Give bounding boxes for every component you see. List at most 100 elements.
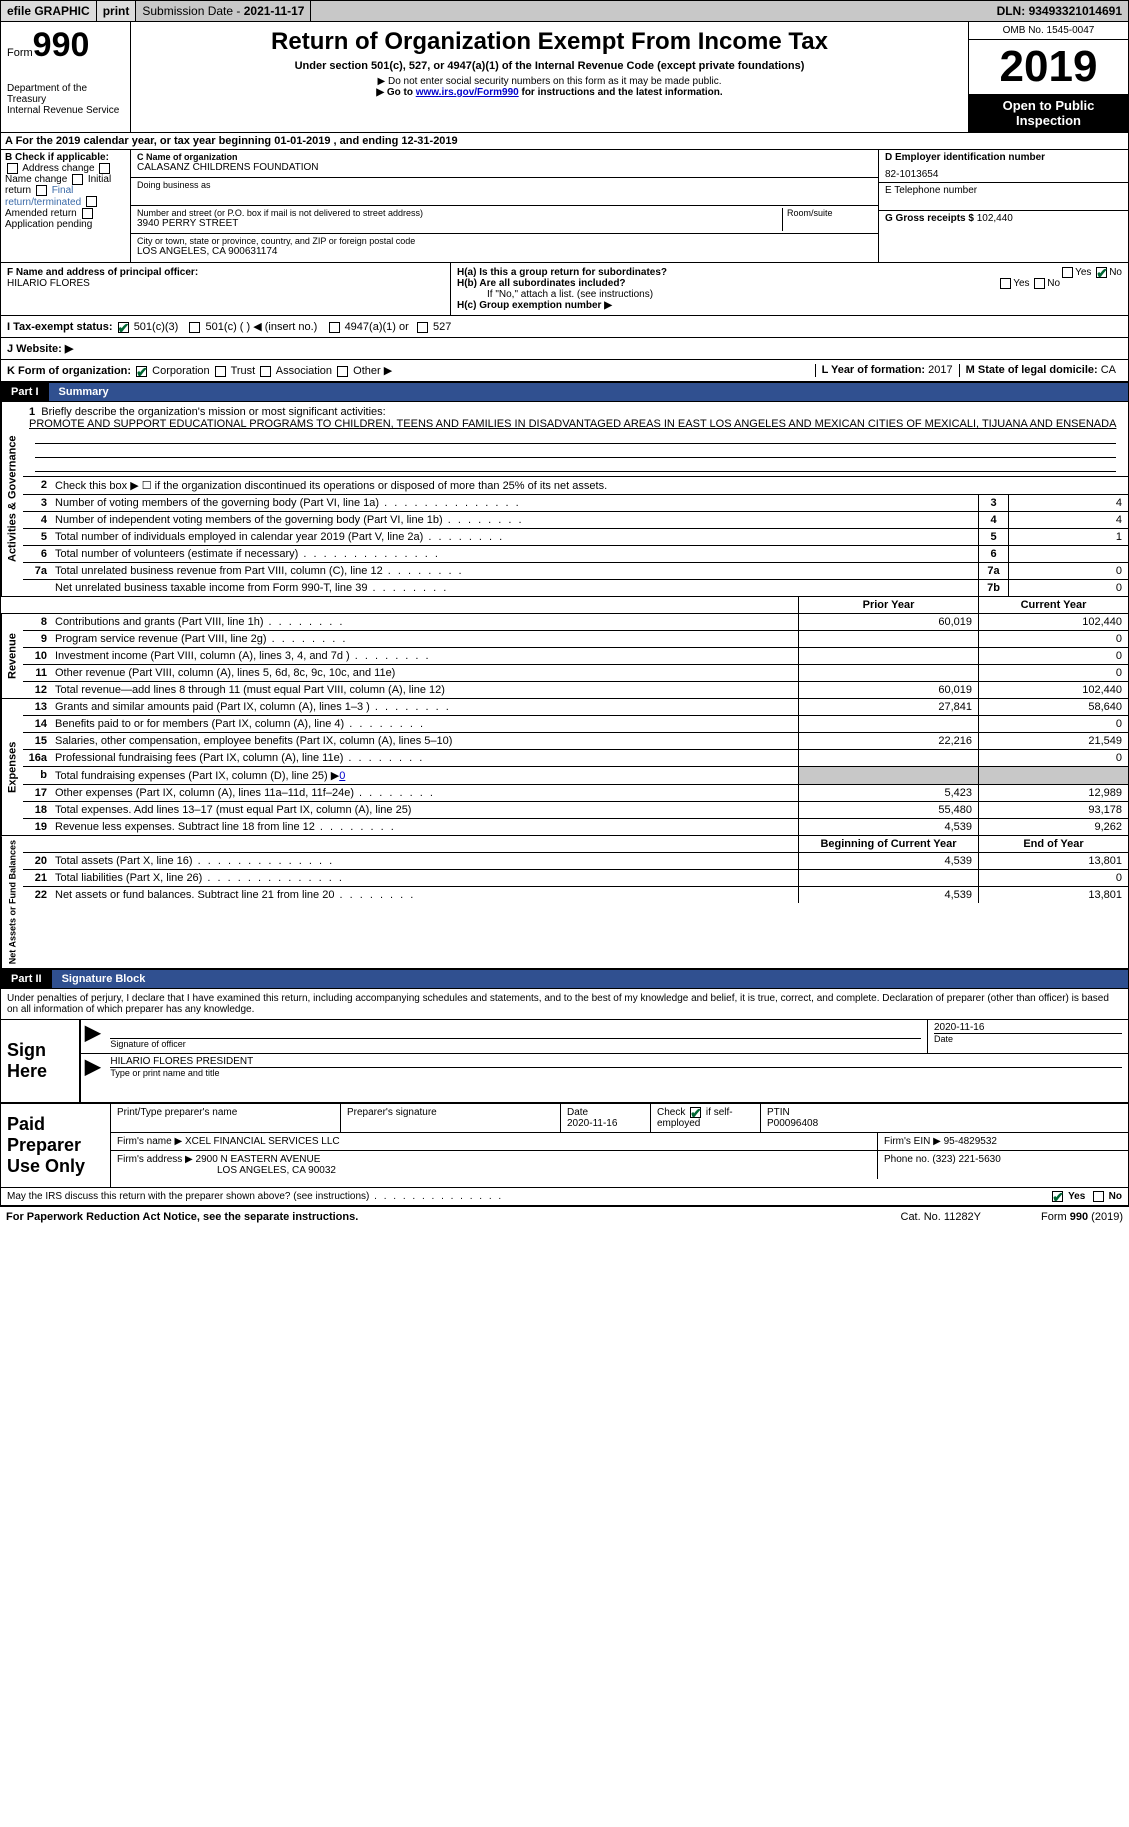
chk-527[interactable] — [417, 322, 428, 333]
period-end: 12-31-2019 — [401, 135, 457, 147]
efile-graphic-button[interactable]: efile GRAPHIC — [1, 1, 97, 21]
line-16a: 16aProfessional fundraising fees (Part I… — [23, 749, 1128, 766]
goto-link-line: ▶ Go to www.irs.gov/Form990 for instruct… — [137, 87, 962, 98]
firm-ein-label: Firm's EIN ▶ — [884, 1136, 944, 1147]
yes-lbl: Yes — [1075, 267, 1091, 278]
chk-4947[interactable] — [329, 322, 340, 333]
l20c: 13,801 — [978, 853, 1128, 869]
l7bbn: 7b — [978, 580, 1008, 596]
line-5: 5 Total number of individuals employed i… — [23, 528, 1128, 545]
ha-no[interactable] — [1096, 267, 1107, 278]
box-deg: D Employer identification number 82-1013… — [878, 150, 1128, 262]
dba-label: Doing business as — [137, 180, 872, 190]
l11p — [798, 665, 978, 681]
period-text: A For the 2019 calendar year, or tax yea… — [1, 133, 462, 149]
print-button[interactable]: print — [97, 1, 137, 21]
begin-hdr: Beginning of Current Year — [798, 836, 978, 852]
line-9: 9Program service revenue (Part VIII, lin… — [23, 630, 1128, 647]
mission-label: Briefly describe the organization's miss… — [41, 406, 385, 418]
l3t: Number of voting members of the governin… — [51, 495, 978, 511]
l15p: 22,216 — [798, 733, 978, 749]
preparer-label: Paid Preparer Use Only — [1, 1104, 111, 1187]
chk-trust[interactable] — [215, 366, 226, 377]
hb-row: H(b) Are all subordinates included? Yes … — [457, 278, 1122, 289]
prep-h4a: Check — [657, 1107, 685, 1118]
prior-year-hdr: Prior Year — [798, 597, 978, 613]
prep-h3: Date — [567, 1107, 588, 1118]
firm-phone: (323) 221-5630 — [932, 1154, 1000, 1165]
l11t: Other revenue (Part VIII, column (A), li… — [51, 665, 798, 681]
gov-body: 1 Briefly describe the organization's mi… — [23, 402, 1128, 596]
l7bn-n — [23, 580, 51, 596]
discuss-yes[interactable] — [1052, 1191, 1063, 1202]
gov-tab: Activities & Governance — [1, 402, 23, 596]
l2t: Check this box ▶ ☐ if the organization d… — [51, 477, 1128, 494]
l22n: 22 — [23, 887, 51, 903]
tax-exempt-label: I Tax-exempt status: — [7, 321, 113, 333]
ha-yes[interactable] — [1062, 267, 1073, 278]
hb-no[interactable] — [1034, 278, 1045, 289]
chk-501c[interactable] — [189, 322, 200, 333]
l19c: 9,262 — [978, 819, 1128, 835]
blank-n — [23, 597, 51, 613]
chk-assoc[interactable] — [260, 366, 271, 377]
line-2: 2 Check this box ▶ ☐ if the organization… — [23, 476, 1128, 494]
chk-corp[interactable] — [136, 366, 147, 377]
ul3 — [35, 458, 1116, 472]
form-ref-num: 990 — [1070, 1211, 1088, 1223]
nht — [51, 836, 798, 852]
ul2 — [35, 444, 1116, 458]
header-left: Form990 Department of the Treasury Inter… — [1, 22, 131, 132]
l14n: 14 — [23, 716, 51, 732]
chk-name-lbl: Name change — [5, 174, 67, 185]
l21t: Total liabilities (Part X, line 26) — [51, 870, 798, 886]
firm-phone-label: Phone no. — [884, 1154, 932, 1165]
gov-section: Activities & Governance 1 Briefly descri… — [0, 402, 1129, 597]
l16b-link[interactable]: 0 — [339, 770, 345, 782]
rev-tab: Revenue — [1, 614, 23, 698]
cat-no: Cat. No. 11282Y — [901, 1211, 982, 1223]
form-ref: Form 990 (2019) — [1041, 1211, 1123, 1223]
line-13: 13Grants and similar amounts paid (Part … — [23, 699, 1128, 715]
irs-label: Internal Revenue Service — [7, 105, 124, 116]
l6t: Total number of volunteers (estimate if … — [51, 546, 978, 562]
discuss-no[interactable] — [1093, 1191, 1104, 1202]
chk-address[interactable]: Address change — [5, 163, 95, 174]
box-lm: L Year of formation: 2017 M State of leg… — [815, 364, 1122, 377]
l8n: 8 — [23, 614, 51, 630]
goto-post: for instructions and the latest informat… — [519, 87, 723, 98]
chk-other[interactable] — [337, 366, 348, 377]
footer: For Paperwork Reduction Act Notice, see … — [0, 1206, 1129, 1227]
chk-self-emp[interactable] — [690, 1107, 701, 1118]
firm-label: Firm's name ▶ — [117, 1136, 185, 1147]
spacer — [311, 8, 990, 14]
ha-label: H(a) Is this a group return for subordin… — [457, 267, 667, 278]
irs-link[interactable]: www.irs.gov/Form990 — [416, 87, 519, 98]
line-21: 21Total liabilities (Part X, line 26)0 — [23, 869, 1128, 886]
hb-yes[interactable] — [1000, 278, 1011, 289]
info-grid: B Check if applicable: Address change Na… — [0, 150, 1129, 263]
submission-date-label: Submission Date - — [142, 4, 243, 18]
l13c: 58,640 — [978, 699, 1128, 715]
line-17: 17Other expenses (Part IX, column (A), l… — [23, 784, 1128, 801]
domicile-label: M State of legal domicile: — [966, 364, 1101, 376]
year-form-value: 2017 — [928, 364, 952, 376]
submission-date-value: 2021-11-17 — [244, 4, 305, 18]
l17p: 5,423 — [798, 785, 978, 801]
l9p — [798, 631, 978, 647]
ein-label: D Employer identification number — [885, 152, 1045, 163]
chk-501c3[interactable] — [118, 322, 129, 333]
sig-date-label: Date — [934, 1033, 1122, 1044]
l17c: 12,989 — [978, 785, 1128, 801]
goto-pre: ▶ Go to — [376, 87, 415, 98]
website-label: J Website: ▶ — [7, 343, 73, 355]
l15c: 21,549 — [978, 733, 1128, 749]
line-22: 22Net assets or fund balances. Subtract … — [23, 886, 1128, 903]
box-i: I Tax-exempt status: 501(c)(3) 501(c) ( … — [0, 316, 1129, 338]
l4v: 4 — [1008, 512, 1128, 528]
firm-addr2: LOS ANGELES, CA 90032 — [117, 1165, 336, 1176]
line-15: 15Salaries, other compensation, employee… — [23, 732, 1128, 749]
part-i-header: Part I Summary — [0, 382, 1129, 402]
prep-h1: Print/Type preparer's name — [111, 1104, 341, 1132]
topbar: efile GRAPHIC print Submission Date - 20… — [0, 0, 1129, 22]
